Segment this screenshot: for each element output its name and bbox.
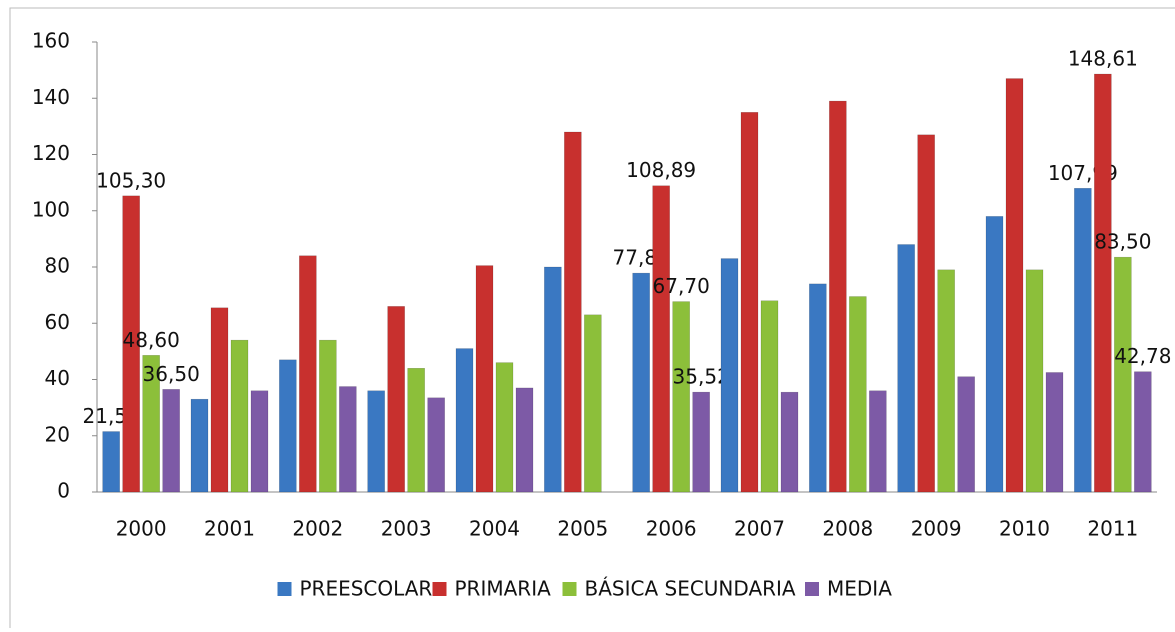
- y-tick-label: 80: [45, 254, 70, 278]
- bar: [937, 269, 955, 493]
- bar: [1134, 371, 1152, 493]
- x-tick-label: 2011: [1087, 517, 1138, 541]
- data-label: 105,30: [96, 168, 166, 192]
- legend-label: PREESCOLAR: [300, 577, 433, 601]
- bar: [1005, 78, 1024, 493]
- bar: [495, 362, 514, 493]
- bar: [190, 398, 209, 493]
- y-tick-label: 0: [57, 479, 70, 503]
- bar: [809, 283, 827, 493]
- x-tick-label: 2000: [116, 517, 167, 541]
- y-tick-label: 40: [45, 366, 70, 390]
- data-label: 148,61: [1068, 47, 1138, 71]
- data-label: 108,89: [626, 158, 696, 182]
- bar: [210, 307, 229, 493]
- x-tick-label: 2005: [557, 517, 608, 541]
- x-tick-label: 2007: [734, 517, 785, 541]
- bar: [672, 301, 690, 493]
- bar: [829, 100, 847, 493]
- bar: [849, 296, 867, 493]
- legend-swatch: [277, 582, 292, 596]
- bar: [142, 355, 160, 493]
- bar: [584, 314, 602, 493]
- y-tick-label: 120: [32, 141, 70, 165]
- bar: [1025, 269, 1044, 493]
- bar: [1094, 73, 1112, 493]
- data-label: 35,52: [673, 365, 730, 389]
- bar: [720, 258, 739, 493]
- legend-swatch: [562, 582, 577, 596]
- x-tick-label: 2004: [469, 517, 520, 541]
- bar: [427, 397, 445, 493]
- bar: [985, 216, 1004, 493]
- frame: [9, 7, 1175, 632]
- x-tick-label: 2003: [381, 517, 432, 541]
- bar: [652, 185, 670, 493]
- bar: [162, 389, 180, 493]
- bar: [475, 265, 494, 493]
- x-tick-label: 2006: [646, 517, 697, 541]
- y-tick-label: 140: [32, 85, 70, 109]
- bar: [387, 306, 405, 493]
- bar: [917, 134, 935, 493]
- bar: [740, 112, 759, 493]
- bar: [760, 300, 779, 493]
- legend-label: BÁSICA SECUNDARIA: [585, 577, 796, 601]
- bar: [780, 391, 799, 493]
- bar: [279, 359, 297, 493]
- bar: [1114, 256, 1132, 493]
- bar: [367, 390, 385, 493]
- data-label: 42,78: [1114, 344, 1171, 368]
- y-tick-label: 60: [45, 310, 70, 334]
- data-label: 67,70: [653, 274, 710, 298]
- bar: [407, 368, 425, 493]
- bar: [1045, 372, 1064, 493]
- x-tick-label: 2009: [911, 517, 962, 541]
- bar: [515, 387, 534, 493]
- x-tick-label: 2001: [204, 517, 255, 541]
- data-label: 36,50: [143, 362, 200, 386]
- bar: [1074, 188, 1092, 493]
- y-tick-label: 160: [32, 29, 70, 53]
- legend-swatch: [432, 582, 447, 596]
- x-tick-label: 2002: [292, 517, 343, 541]
- legend-label: MEDIA: [827, 577, 892, 601]
- bar: [564, 131, 582, 493]
- bar: [632, 272, 650, 493]
- bar: [230, 339, 249, 493]
- bar: [319, 339, 337, 493]
- bar: [122, 195, 140, 493]
- x-tick-label: 2010: [999, 517, 1050, 541]
- bar: [339, 386, 357, 493]
- bar: [299, 255, 317, 493]
- bar: [455, 348, 474, 493]
- bar: [869, 390, 887, 493]
- bar: [102, 431, 120, 493]
- data-label: 48,60: [123, 328, 180, 352]
- bar: [692, 391, 710, 493]
- x-tick-label: 2008: [822, 517, 873, 541]
- bar: [897, 244, 915, 493]
- bar: [957, 376, 975, 493]
- y-tick-label: 20: [45, 422, 70, 446]
- y-tick-label: 100: [32, 197, 70, 221]
- data-label: 83,50: [1094, 230, 1151, 254]
- bar: [250, 390, 269, 493]
- bar: [544, 266, 562, 493]
- legend-label: PRIMARIA: [455, 577, 552, 601]
- legend-swatch: [805, 582, 819, 596]
